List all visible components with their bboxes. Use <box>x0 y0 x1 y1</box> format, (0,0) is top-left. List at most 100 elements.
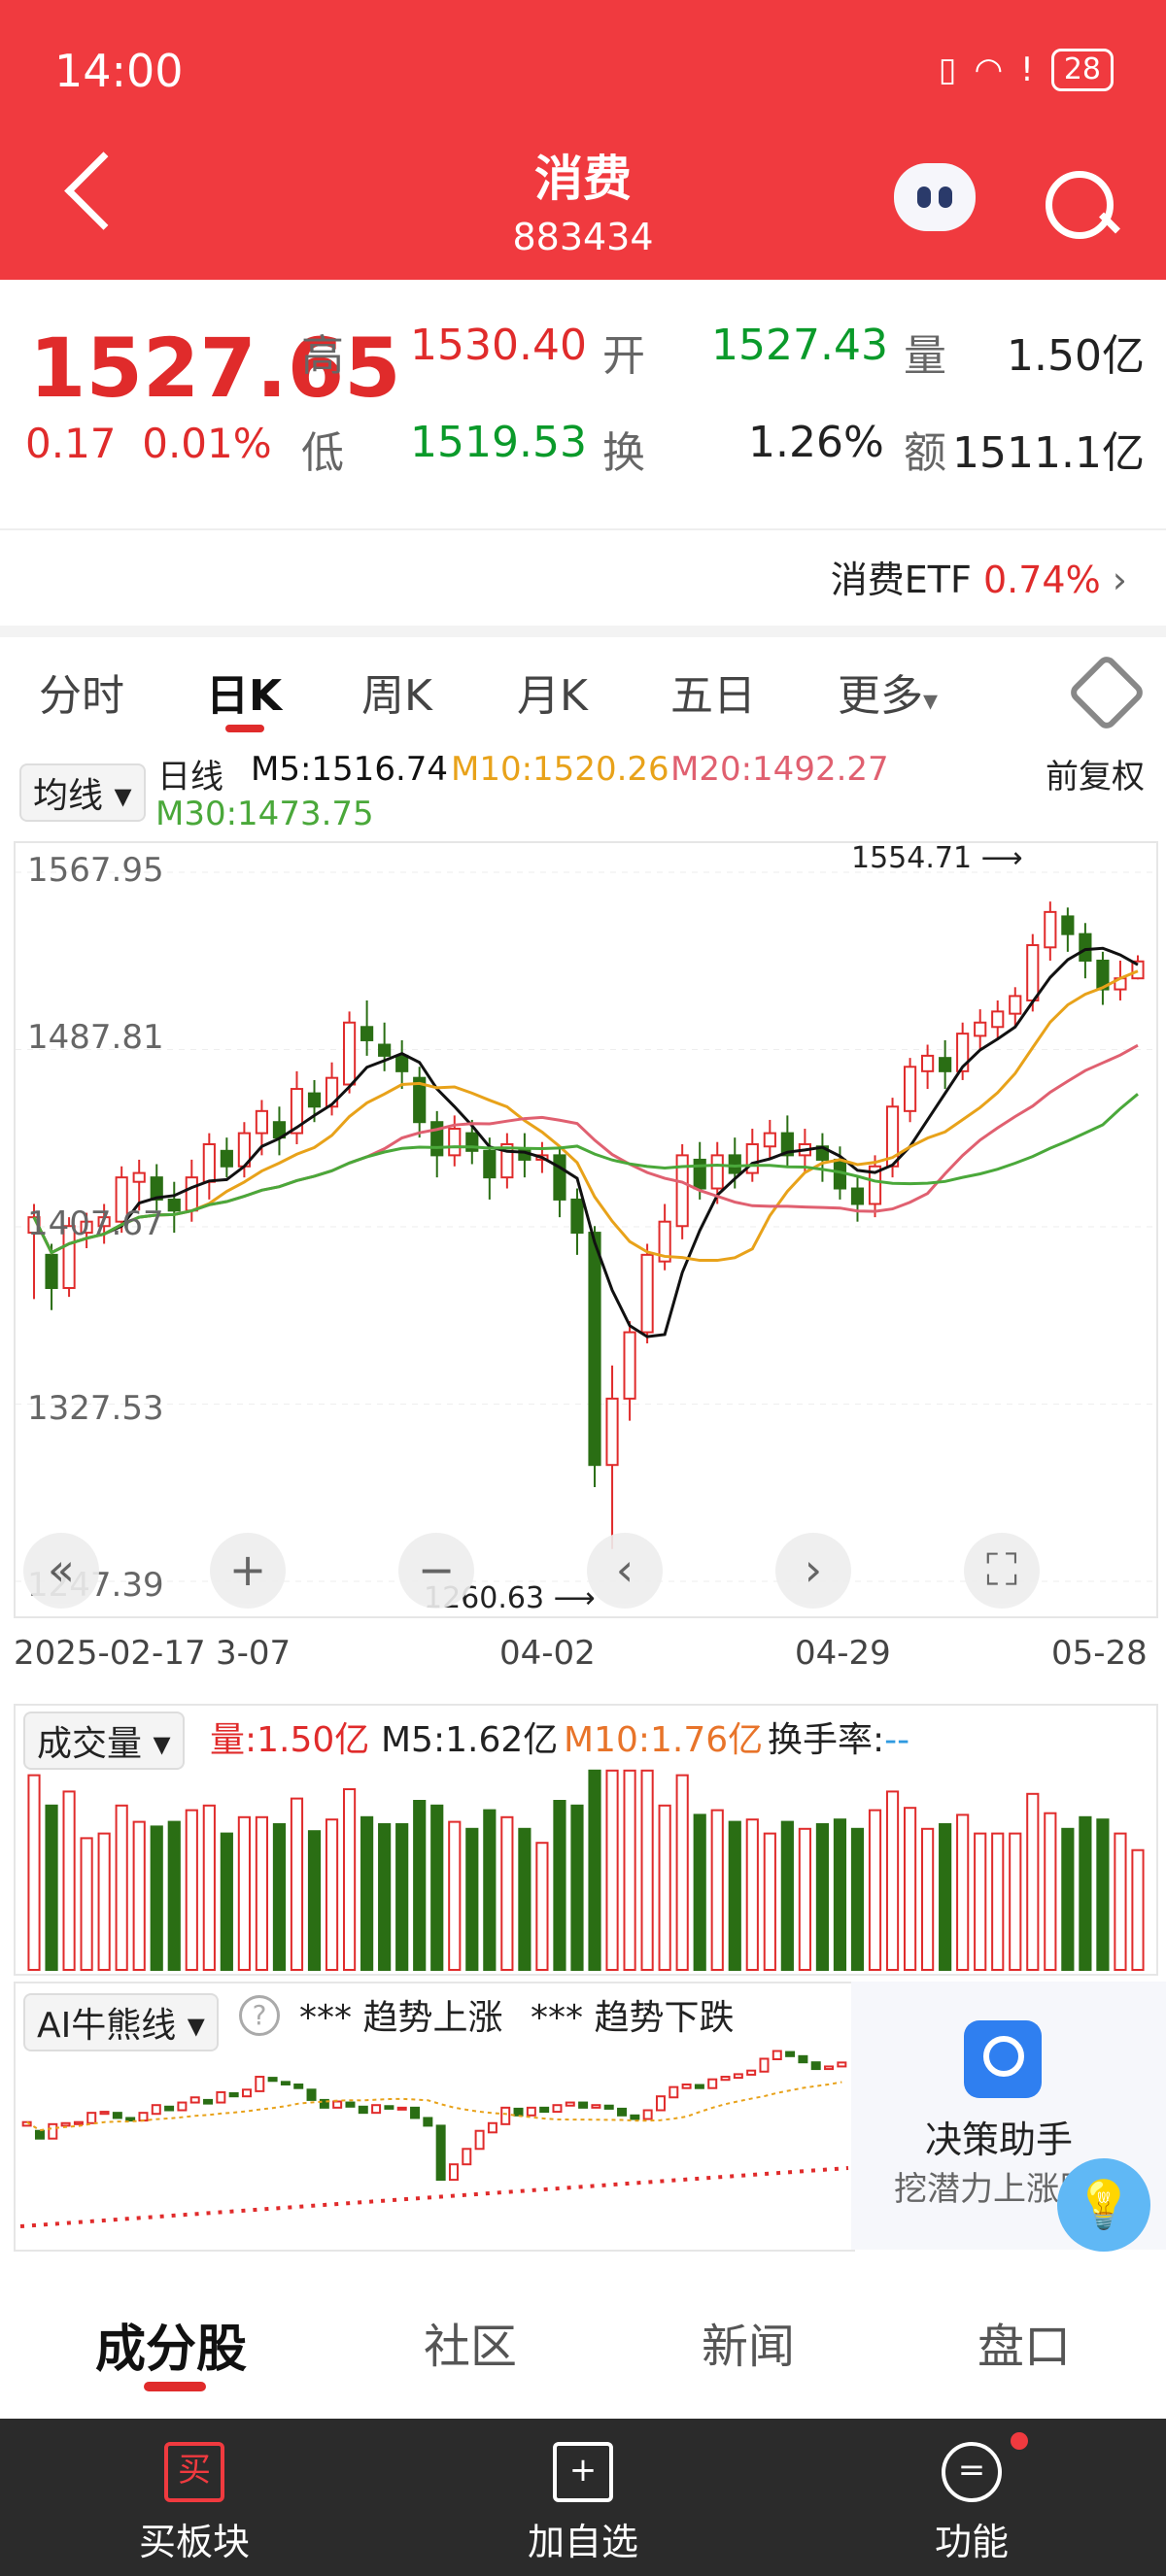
candle <box>939 1039 952 1090</box>
volume-bar <box>1061 1827 1075 1971</box>
candle <box>395 1039 409 1090</box>
tab-intraday[interactable]: 分时 <box>39 671 124 721</box>
scroll-far-left-button[interactable]: « <box>23 1533 99 1609</box>
x-tick: 04-02 <box>499 1634 596 1673</box>
volume-bar <box>518 1827 532 1971</box>
low-value: 1519.53 <box>410 418 587 467</box>
x-tick: 05-28 <box>1051 1634 1148 1673</box>
ai-candle <box>203 2098 214 2105</box>
ai-candle <box>694 2084 704 2089</box>
candle <box>272 1106 287 1156</box>
tab-more[interactable]: 更多▾ <box>838 671 939 721</box>
ai-selector[interactable]: AI牛熊线 ▾ <box>23 1993 219 2051</box>
volume-bar <box>115 1804 128 1971</box>
ai-candle <box>410 2106 421 2119</box>
section-gap <box>0 626 1166 637</box>
app-header: 14:00 ▯ ◠ ! 28 消费 883434 <box>0 0 1166 280</box>
etf-link[interactable]: 消费ETF 0.74% › <box>831 550 1127 603</box>
high-value: 1530.40 <box>410 321 587 370</box>
candle <box>80 1212 93 1249</box>
ai-candle <box>565 2101 575 2107</box>
volume-label: 量 <box>904 331 946 381</box>
assistant-title: 决策助手 <box>925 2118 1074 2161</box>
tab-monthly-k[interactable]: 月K <box>517 671 588 721</box>
ai-candle <box>280 2081 291 2085</box>
ai-candle <box>73 2120 84 2125</box>
volume-bar <box>675 1774 689 1971</box>
tab-constituents[interactable]: 成分股 <box>95 2321 248 2379</box>
volume-bar <box>588 1769 601 1971</box>
buy-icon: 买 <box>164 2442 224 2502</box>
volume-bar <box>483 1809 497 1971</box>
candle <box>62 1217 76 1298</box>
ai-candle <box>539 2106 550 2114</box>
open-label: 开 <box>602 331 645 381</box>
ai-candle <box>99 2111 110 2116</box>
candle <box>745 1129 759 1182</box>
ai-candle <box>617 2107 628 2117</box>
trend-down-legend: *** 趋势下跌 <box>531 1998 735 2038</box>
y-tick: 1407.67 <box>27 1204 164 1243</box>
x-tick: 2025-02-17 <box>14 1634 206 1673</box>
ai-candle <box>345 2101 356 2108</box>
volume-bar <box>413 1800 427 1971</box>
volume-bar <box>640 1769 654 1971</box>
candle <box>202 1133 216 1200</box>
candle <box>97 1203 111 1244</box>
volume-bar <box>272 1823 287 1971</box>
zoom-out-button[interactable]: − <box>398 1533 474 1609</box>
x-tick: 3-07 <box>216 1634 292 1673</box>
functions-button[interactable]: = 功能 <box>874 2442 1069 2565</box>
volume-selector[interactable]: 成交量 ▾ <box>23 1712 185 1770</box>
candle <box>220 1137 233 1178</box>
volume-bar <box>150 1825 163 1972</box>
tab-order-book[interactable]: 盘口 <box>977 2320 1072 2374</box>
etf-pct: 0.74% <box>982 559 1101 601</box>
tab-five-day[interactable]: 五日 <box>670 671 756 721</box>
lightbulb-icon[interactable]: 💡 <box>1057 2158 1150 2252</box>
volume-bar <box>693 1813 706 1972</box>
change-pct: 0.01% <box>142 420 272 467</box>
ma5-line <box>32 946 1139 1339</box>
candle <box>588 1226 601 1487</box>
ai-candle <box>591 2104 601 2109</box>
magnifier-icon <box>964 2020 1042 2098</box>
stock-code: 883434 <box>512 216 654 258</box>
adjust-mode[interactable]: 前复权 <box>1046 758 1145 797</box>
candle <box>1061 907 1075 952</box>
tab-community[interactable]: 社区 <box>424 2320 518 2374</box>
etf-name: 消费ETF <box>830 559 972 601</box>
active-subtab-indicator <box>144 2382 206 2391</box>
ai-candle <box>189 2096 200 2104</box>
candle <box>974 1009 987 1050</box>
ai-candle <box>255 2076 265 2092</box>
notification-dot <box>1011 2432 1028 2450</box>
volume-bar <box>290 1797 304 1971</box>
kline-chart-frame[interactable] <box>14 841 1158 1618</box>
ai-candle <box>720 2076 731 2082</box>
scroll-right-button[interactable]: › <box>775 1533 851 1609</box>
zoom-in-button[interactable]: + <box>210 1533 286 1609</box>
add-watchlist-button[interactable]: + 加自选 <box>486 2442 680 2565</box>
candle <box>413 1067 427 1138</box>
fullscreen-button[interactable]: ⛶ <box>964 1533 1040 1609</box>
buy-sector-button[interactable]: 买 买板块 <box>97 2442 292 2565</box>
volume-bar <box>465 1827 479 1971</box>
help-icon[interactable]: ? <box>239 1995 280 2036</box>
volume-bar <box>1044 1812 1057 1971</box>
ai-candle <box>474 2129 485 2151</box>
ma-selector[interactable]: 均线 ▾ <box>19 763 146 822</box>
robot-assistant-icon[interactable] <box>894 163 976 231</box>
ai-trend-chart <box>19 2050 849 2228</box>
alert-icon: ! <box>1020 51 1034 89</box>
scroll-left-button[interactable]: ‹ <box>587 1533 663 1609</box>
ai-candle <box>681 2083 692 2089</box>
tab-news[interactable]: 新闻 <box>702 2320 796 2374</box>
volume-bar <box>885 1790 900 1972</box>
volume-bar <box>360 1815 374 1971</box>
tab-weekly-k[interactable]: 周K <box>361 671 432 721</box>
volume-chart-frame[interactable] <box>14 1704 1158 1976</box>
ai-candle <box>578 2101 589 2109</box>
search-icon[interactable] <box>1046 171 1114 239</box>
tab-daily-k[interactable]: 日K <box>206 671 283 721</box>
